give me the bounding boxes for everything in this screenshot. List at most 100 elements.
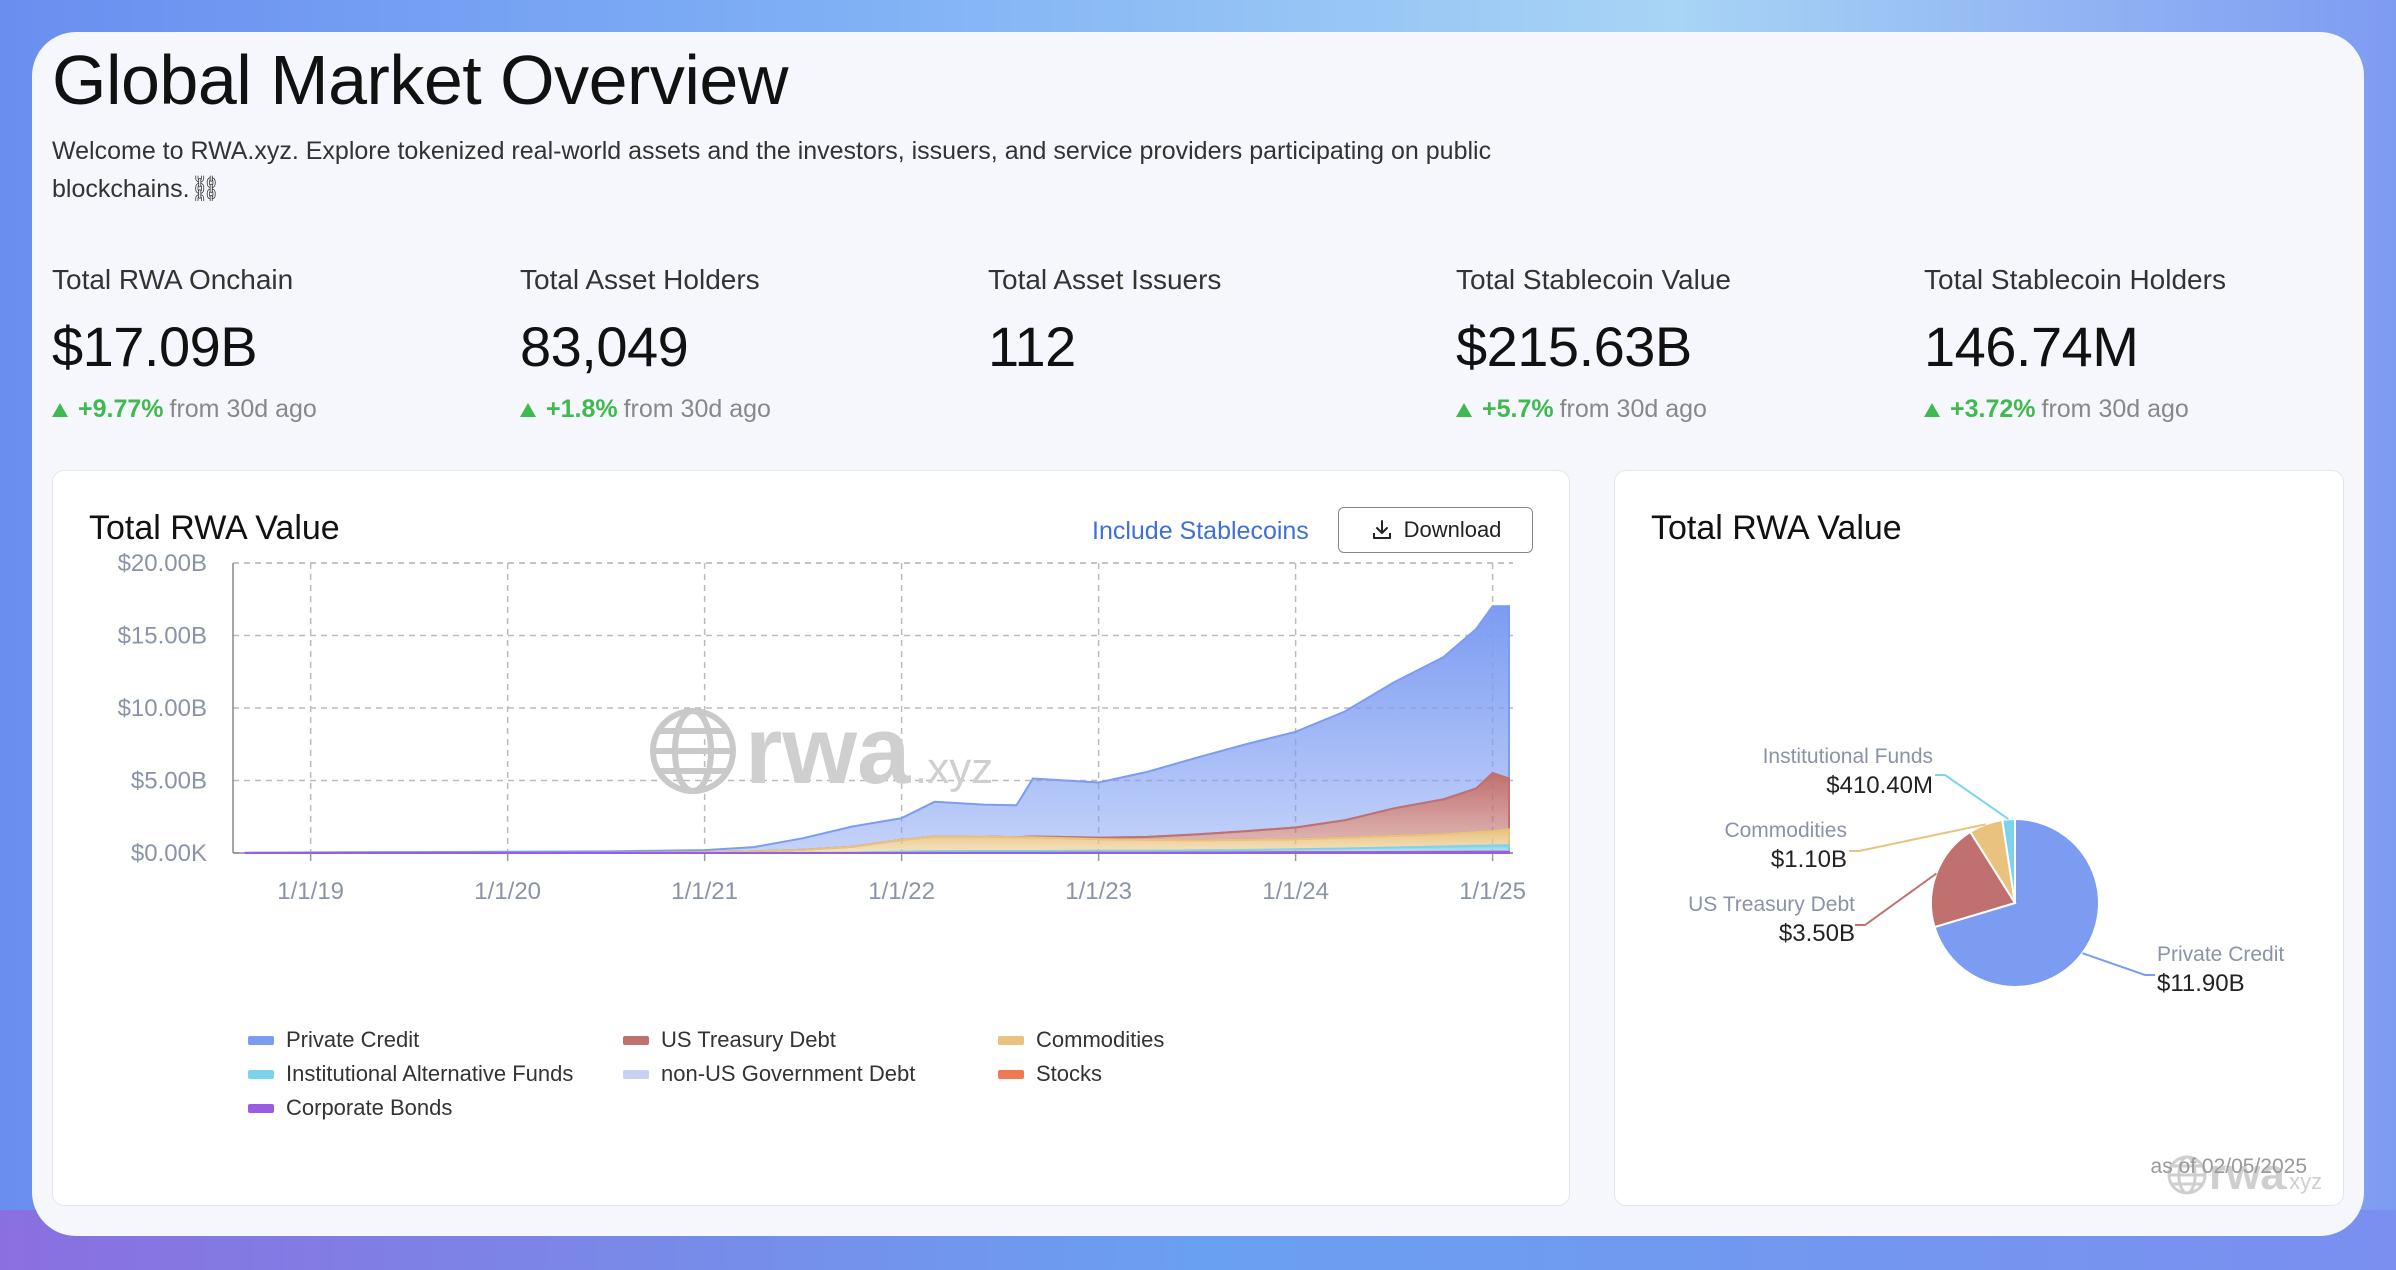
legend-label: non-US Government Debt <box>661 1061 916 1086</box>
download-label: Download <box>1403 517 1502 542</box>
globe-icon <box>2167 1155 2207 1195</box>
pie-slice-us-treasury-debt <box>1930 830 2017 929</box>
pie-leader-line <box>1855 872 1937 926</box>
stat-label: Total Stablecoin Value <box>1456 264 1731 295</box>
legend-label: Stocks <box>1036 1061 1103 1086</box>
pie-chart-title: Total RWA Value <box>1651 509 1902 547</box>
stat-pct: +9.77% <box>78 395 164 423</box>
stat-value: $215.63B <box>1456 315 1692 378</box>
stat-change: +5.7% from 30d ago <box>1456 395 1916 424</box>
legend-swatch <box>248 1035 274 1045</box>
stat-total-rwa: Total RWA Onchain $17.09B +9.77% from 30… <box>52 264 512 424</box>
stat-suffix: from 30d ago <box>2041 395 2189 423</box>
stat-value: 146.74M <box>1924 315 2139 378</box>
legend-item[interactable]: US Treasury Debt <box>623 1027 836 1053</box>
legend-label: Corporate Bonds <box>286 1095 453 1120</box>
include-stablecoins-link[interactable]: Include Stablecoins <box>1092 517 1309 545</box>
stat-label: Total Asset Holders <box>520 264 760 295</box>
pie-slice-value: $3.50B <box>1779 920 1855 947</box>
watermark-text: rwa <box>745 697 911 804</box>
legend-swatch <box>998 1069 1024 1079</box>
area-chart-title: Total RWA Value <box>89 509 340 547</box>
y-tick-label: $15.00B <box>118 623 207 650</box>
pie-watermark-text: rwa <box>2209 1150 2285 1199</box>
stat-pct: +5.7% <box>1482 395 1554 423</box>
legend-swatch <box>623 1069 649 1079</box>
stat-pct: +3.72% <box>1950 395 2036 423</box>
legend-item[interactable]: Corporate Bonds <box>248 1095 452 1121</box>
legend-label: Institutional Alternative Funds <box>286 1061 574 1086</box>
pie-leader-line <box>1849 823 1986 852</box>
legend-item[interactable]: non-US Government Debt <box>623 1061 915 1087</box>
stat-stablecoin-value: Total Stablecoin Value $215.63B +5.7% fr… <box>1456 264 1916 424</box>
x-tick-label: 1/1/24 <box>1262 878 1329 905</box>
legend-item[interactable]: Stocks <box>998 1061 1102 1087</box>
welcome-text: Welcome to RWA.xyz. Explore tokenized re… <box>52 137 1492 203</box>
stat-value: 112 <box>988 315 1076 378</box>
area-chart-panel: Total RWA Value Include Stablecoins Down… <box>52 470 1570 1206</box>
legend-label: Commodities <box>1036 1027 1165 1052</box>
y-tick-label: $20.00B <box>118 551 207 577</box>
stat-change: +1.8% from 30d ago <box>520 395 980 424</box>
stat-stablecoin-holders: Total Stablecoin Holders 146.74M +3.72% … <box>1924 264 2364 424</box>
page-title: Global Market Overview <box>52 41 788 119</box>
legend-label: Private Credit <box>286 1027 420 1052</box>
legend-swatch <box>998 1035 1024 1045</box>
stat-value: $17.09B <box>52 315 258 378</box>
pie-leader-line <box>1935 774 2010 821</box>
pie-slice-name: Institutional Funds <box>1763 745 1933 768</box>
pie-chart: Private Credit $11.90B US Treasury Debt $3.… <box>1688 745 2322 1199</box>
pie-chart-panel: Total RWA Value Private Credit $11.90B US … <box>1614 470 2344 1206</box>
pie-slice-institutional-funds <box>2001 817 2016 904</box>
pie-slice-value: $410.40M <box>1826 772 1933 799</box>
legend-item[interactable]: Institutional Alternative Funds <box>248 1061 573 1087</box>
y-tick-label: $5.00B <box>131 768 207 795</box>
pie-watermark-subtext: .xyz <box>2283 1169 2322 1194</box>
pie-slice-name: Private Credit <box>2157 943 2284 966</box>
stat-asset-issuers: Total Asset Issuers 112 <box>988 264 1448 379</box>
stat-change: +9.77% from 30d ago <box>52 395 512 424</box>
x-tick-label: 1/1/21 <box>671 878 738 905</box>
pie-slice-value: $1.10B <box>1771 846 1847 873</box>
stat-change: +3.72% from 30d ago <box>1924 395 2364 424</box>
x-tick-label: 1/1/22 <box>868 878 935 905</box>
stat-suffix: from 30d ago <box>169 395 317 423</box>
stat-suffix: from 30d ago <box>1559 395 1707 423</box>
x-tick-label: 1/1/23 <box>1065 878 1132 905</box>
legend-swatch <box>248 1069 274 1079</box>
pie-slice-value: $11.90B <box>2157 970 2245 997</box>
arrow-up-icon <box>1456 402 1472 417</box>
legend-label: US Treasury Debt <box>661 1027 836 1052</box>
stat-pct: +1.8% <box>546 395 618 423</box>
globe-icon <box>650 708 736 794</box>
overview-card: Global Market Overview Welcome to RWA.xy… <box>32 32 2364 1236</box>
arrow-up-icon <box>52 402 68 417</box>
x-tick-label: 1/1/20 <box>474 878 541 905</box>
area-series-corporate-bonds <box>245 850 1510 854</box>
y-tick-label: $0.00K <box>131 840 207 867</box>
download-button[interactable]: Download <box>1338 507 1533 553</box>
arrow-up-icon <box>520 402 536 417</box>
arrow-up-icon <box>1924 402 1940 417</box>
stat-value: 83,049 <box>520 315 689 378</box>
stat-label: Total RWA Onchain <box>52 264 294 295</box>
stat-label: Total Stablecoin Holders <box>1924 264 2226 295</box>
pie-slice-name: US Treasury Debt <box>1688 893 1855 916</box>
x-tick-label: 1/1/19 <box>277 878 344 905</box>
x-tick-label: 1/1/25 <box>1459 878 1526 905</box>
y-tick-label: $10.00B <box>118 695 207 722</box>
stat-asset-holders: Total Asset Holders 83,049 +1.8% from 30… <box>520 264 980 424</box>
legend-swatch <box>623 1035 649 1045</box>
stat-label: Total Asset Issuers <box>988 264 1222 295</box>
pie-leader-line <box>2082 952 2155 976</box>
legend-item[interactable]: Commodities <box>998 1027 1164 1053</box>
watermark-subtext: .xyz <box>915 744 993 793</box>
pie-slice-name: Commodities <box>1724 819 1847 842</box>
area-chart: $0.00K $5.00B $10.00B $15.00B $20.00B 1/1/19 1… <box>118 551 1526 905</box>
as-of-date: as of 02/05/2025 <box>2150 1155 2307 1178</box>
legend-swatch <box>248 1103 274 1113</box>
pie-slice-private-credit <box>1933 817 2100 988</box>
legend-item[interactable]: Private Credit <box>248 1027 419 1053</box>
stat-suffix: from 30d ago <box>623 395 771 423</box>
download-icon <box>1372 520 1391 539</box>
